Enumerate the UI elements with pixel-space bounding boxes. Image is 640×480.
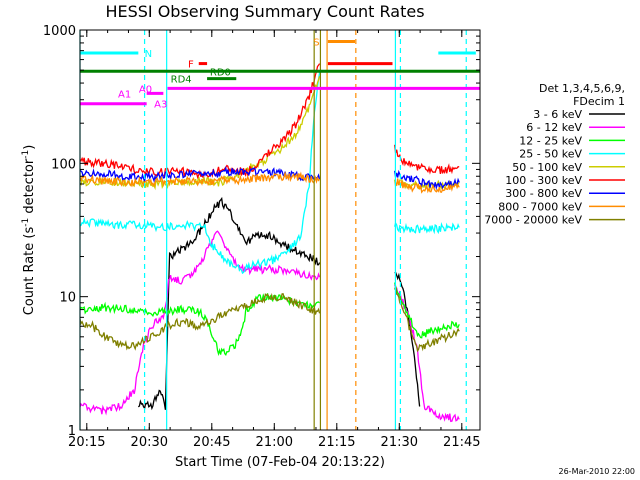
series-line-100-300-kev [80, 63, 321, 180]
y-tick-label: 10 [59, 291, 76, 306]
legend-header-line-2: FDecim 1 [573, 95, 625, 108]
plot-frame [79, 29, 481, 431]
x-axis-label: Start Time (07-Feb-04 20:13:22) [175, 455, 385, 470]
event-label-rd0: RD0 [210, 67, 231, 78]
chart-title: HESSI Observing Summary Count Rates [105, 2, 424, 21]
event-label-a0: A0 [139, 84, 152, 95]
x-tick-label: 20:15 [68, 435, 105, 450]
y-tick-label: 1000 [43, 24, 76, 39]
x-tick-label: 21:45 [443, 435, 480, 450]
event-label-a3: A3 [154, 100, 167, 111]
series-line-25-50-kev-after-gap [393, 221, 460, 235]
x-tick-label: 21:15 [318, 435, 355, 450]
event-label-f: F [188, 60, 194, 71]
y-tick-label: 1 [68, 424, 76, 439]
series-line-25-50-kev [80, 72, 321, 275]
legend-label-25-50-kev: 25 - 50 keV [519, 148, 582, 161]
series-line-12-25-kev-after-gap [393, 282, 460, 339]
series-layer [80, 63, 460, 423]
x-tick-label: 21:30 [381, 435, 418, 450]
series-line-100-300-kev-after-gap [393, 144, 460, 175]
axis-ticks: 20:15 20:30 20:45 21:00 21:15 21:30 21:45 1 10 10… [43, 24, 481, 450]
event-label-a1: A1 [118, 89, 131, 100]
event-label-n: N [145, 49, 152, 60]
series-line-7000-20000-kev-after-gap [393, 286, 460, 353]
footer-timestamp: 26-Mar-2010 22:00 [559, 467, 636, 476]
legend-label-50-100-kev: 50 - 100 keV [512, 161, 582, 174]
event-label-s: S [313, 37, 319, 48]
legend-label-300-800-kev: 300 - 800 keV [505, 187, 582, 200]
series-line-6-12-kev [80, 230, 321, 416]
legend-header-line-1: Det 1,3,4,5,6,9, [539, 82, 625, 95]
x-tick-label: 21:00 [256, 435, 293, 450]
series-line-12-25-kev [80, 293, 320, 357]
event-label-rd4: RD4 [171, 75, 192, 86]
series-line-800-7000-kev-after-gap [394, 178, 460, 194]
event-bars: N S F RD0 RD4 A0 A1 A3 [80, 37, 480, 111]
series-line-7000-20000-kev [80, 292, 321, 351]
y-axis-label: Count Rate (s-1 detector-1) [21, 145, 37, 316]
legend-label-7000-20000-kev: 7000 - 20000 keV [484, 214, 582, 227]
series-line-800-7000-kev [80, 171, 321, 188]
legend-label-6-12-kev: 6 - 12 keV [526, 121, 582, 134]
legend-label-100-300-kev: 100 - 300 keV [505, 174, 582, 187]
x-tick-label: 20:45 [193, 435, 230, 450]
series-line-50-100-kev-after-gap [393, 179, 460, 191]
series-line-300-800-kev [80, 165, 321, 183]
legend-label-800-7000-kev: 800 - 7000 keV [498, 200, 582, 213]
legend-label-3-6-kev: 3 - 6 keV [533, 108, 582, 121]
legend-label-12-25-kev: 12 - 25 keV [519, 134, 582, 147]
x-tick-label: 20:30 [131, 435, 168, 450]
series-line-3-6-kev-after-gap [394, 271, 421, 407]
y-tick-label: 100 [51, 157, 76, 172]
